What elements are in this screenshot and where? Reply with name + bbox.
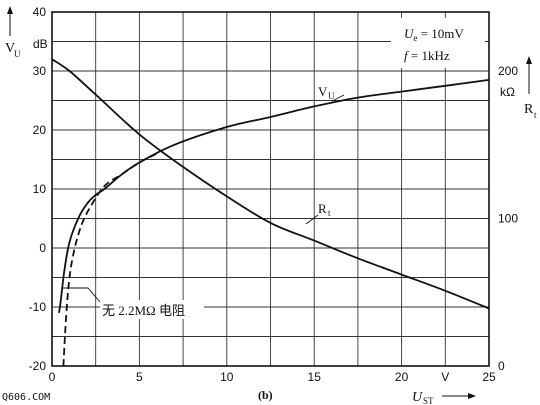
- y-left-label-main: V: [5, 41, 15, 56]
- no-resistor-label-bg: [100, 300, 204, 319]
- y-left-tick-label: 20: [33, 123, 47, 137]
- y-left-tick-label: 30: [33, 64, 47, 78]
- x-arrowhead: [468, 393, 476, 399]
- series-label-vu-leader: [331, 94, 345, 102]
- x-tick-label: 20: [395, 370, 409, 384]
- x-label-main: U: [412, 390, 423, 405]
- x-tick-label: 10: [220, 370, 234, 384]
- no-resistor-leader: [62, 287, 101, 303]
- y-right-label-sub: t: [534, 110, 537, 120]
- no-resistor-annotation: 无 2.2MΩ 电阻: [62, 287, 204, 319]
- x-label-sub: ST: [423, 396, 434, 405]
- series-label-vu-main: V: [318, 84, 328, 99]
- series-label-rt-leader: [305, 214, 319, 225]
- series-label-rt-sub: t: [328, 208, 331, 218]
- curves: [51, 58, 490, 367]
- conditions-background: [391, 18, 485, 68]
- y-left-unit: dB: [33, 37, 48, 51]
- x-tick-label: 0: [49, 370, 56, 384]
- y-left-tick-label: 10: [33, 182, 47, 196]
- conditions: Ue = 10mV f = 1kHz: [391, 18, 485, 68]
- y-left-tick-label: 0: [39, 241, 46, 255]
- y-left-arrowhead: [7, 6, 13, 14]
- vu-dashed-curve: [62, 152, 158, 367]
- y-right-tick-label: 0: [498, 359, 505, 373]
- y-left-tick-label: -10: [29, 300, 47, 314]
- y-left-label-sub: U: [14, 49, 21, 59]
- y-axis-right-title: R t: [524, 56, 537, 120]
- condition-line-2: f = 1kHz: [404, 48, 450, 63]
- series-label-rt-main: R: [318, 201, 327, 216]
- y-right-label-main: R: [524, 102, 534, 117]
- x-tick-label: 25: [482, 370, 496, 384]
- condition-line-1: Ue = 10mV: [404, 26, 464, 43]
- x-axis-title: U ST: [412, 390, 476, 405]
- y-axis-left-title: V U: [5, 6, 21, 59]
- x-tick-label: 5: [136, 370, 143, 384]
- no-resistor-label: 无 2.2MΩ 电阻: [102, 303, 185, 318]
- y-right-unit: kΩ: [500, 85, 515, 99]
- plot-frame: [51, 11, 490, 367]
- y-right-arrowhead: [526, 56, 532, 64]
- x-tick-label: V: [441, 370, 449, 384]
- rt-curve: [51, 58, 490, 310]
- y-right-tick-label: 200: [498, 64, 518, 78]
- series-label-vu: V U: [318, 84, 345, 102]
- series-label-vu-sub: U: [328, 91, 335, 101]
- y-left-tick-label: 40: [33, 5, 47, 19]
- vu-curve: [58, 79, 490, 314]
- x-tick-label: 15: [308, 370, 322, 384]
- y-right-tick-label: 100: [498, 212, 518, 226]
- figure-label: (b): [258, 388, 273, 402]
- y-left-tick-label: -20: [29, 359, 47, 373]
- series-label-rt: R t: [305, 201, 331, 225]
- watermark: Q606.COM: [2, 392, 50, 403]
